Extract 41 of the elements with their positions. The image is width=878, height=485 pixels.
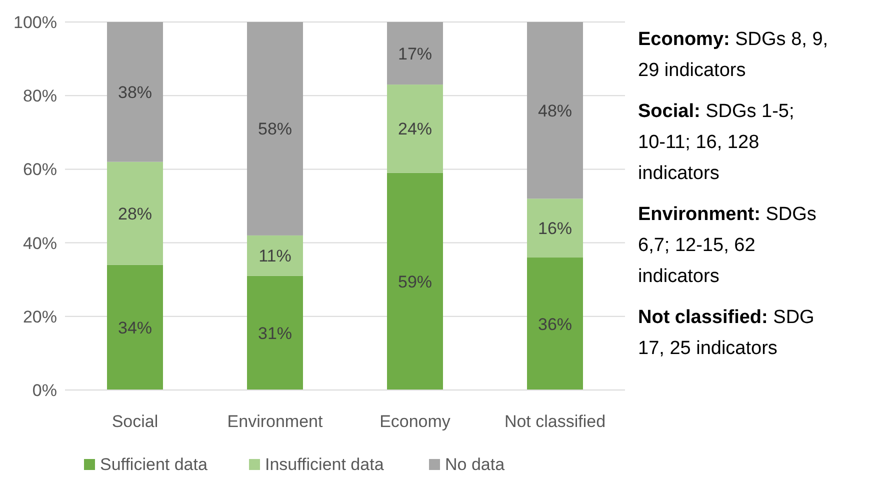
data-label: 31% xyxy=(258,324,292,343)
x-tick-label: Environment xyxy=(227,412,323,431)
legend-label: Insufficient data xyxy=(265,455,384,474)
data-label: 17% xyxy=(398,44,432,64)
bar xyxy=(387,172,443,390)
text: Economy: SDGs 8, 9, 29 indicators xyxy=(638,29,828,81)
x-tick-label: Not classified xyxy=(504,412,606,431)
bar xyxy=(107,264,163,390)
y-tick-label: 40% xyxy=(22,234,57,253)
legend-label: No data xyxy=(445,455,506,474)
bar xyxy=(107,22,163,162)
data-label: 59% xyxy=(398,272,432,292)
text: Social: SDGs 1-5; 10-11; 16, 128 indicators xyxy=(638,101,794,184)
bar xyxy=(387,84,443,173)
bar xyxy=(527,258,583,390)
bar xyxy=(387,22,443,85)
bar xyxy=(527,198,583,258)
data-label: 34% xyxy=(118,318,152,338)
data-label: 36% xyxy=(538,314,572,334)
text: Not classified: SDG 17, 25 indicators xyxy=(638,307,814,359)
y-tick-label: 100% xyxy=(14,13,57,32)
data-label: 16% xyxy=(538,219,572,238)
y-tick-label: 0% xyxy=(32,381,57,400)
bar xyxy=(247,22,303,236)
bar xyxy=(107,162,163,265)
y-tick-label: 80% xyxy=(22,86,57,106)
legend-label: Sufficient data xyxy=(100,455,208,474)
data-label: 24% xyxy=(398,120,432,139)
data-label: 48% xyxy=(538,101,572,120)
x-tick-label: Economy xyxy=(380,412,451,431)
data-label: 28% xyxy=(118,204,152,224)
y-tick-label: 60% xyxy=(22,160,57,180)
data-label: 38% xyxy=(118,82,152,102)
x-tick-label: Social xyxy=(112,412,158,431)
y-tick-label: 20% xyxy=(22,307,57,326)
bar xyxy=(247,235,303,276)
data-label: 11% xyxy=(258,246,292,266)
text: Environment: SDGs 6,7; 12-15, 62 indicators xyxy=(638,204,816,287)
bar xyxy=(247,276,303,390)
bar xyxy=(527,22,583,199)
data-label: 58% xyxy=(258,120,292,139)
